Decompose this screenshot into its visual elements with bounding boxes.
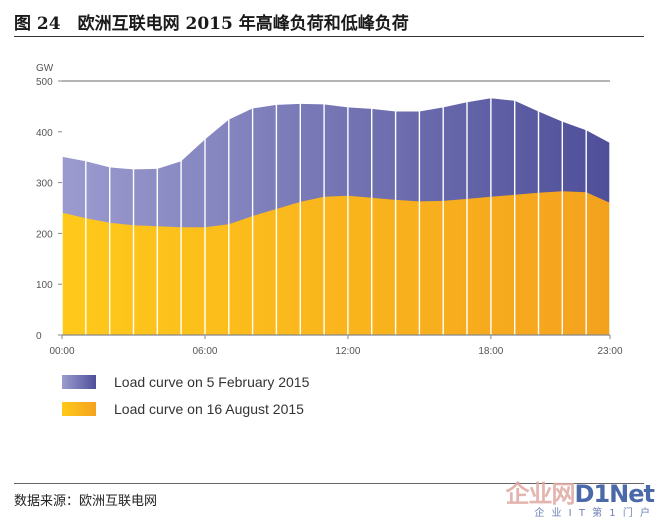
y-tick-label: 300 <box>36 179 53 190</box>
figure-title: 图 24 欧洲互联电网 2015 年高峰负荷和低峰负荷 <box>14 14 409 34</box>
watermark-logo-text: 企业网D1Net <box>505 474 655 509</box>
source-rule <box>14 483 644 484</box>
series-area-summer <box>62 191 610 335</box>
x-tick-label: 23:00 <box>597 346 622 357</box>
x-tick-label: 12:00 <box>335 346 360 357</box>
legend-swatch-summer <box>62 402 96 416</box>
load-curve-chart: 0 100 200 300 400 500 GW 00:00 06:00 12:00 18:00 23… <box>36 63 623 357</box>
watermark-logo-en: D1Net <box>574 480 655 508</box>
y-axis-unit-label: GW <box>36 63 54 74</box>
x-tick-label: 18:00 <box>478 346 503 357</box>
watermark-logo: 企业网D1Net 企 业 I T 第 1 门 户 <box>482 474 658 519</box>
x-tick-label: 06:00 <box>192 346 217 357</box>
y-tick-label: 0 <box>36 331 42 342</box>
figure-source: 数据来源：欧洲互联电网 <box>14 494 158 509</box>
y-tick-label: 400 <box>36 128 53 139</box>
y-tick-label: 500 <box>36 77 53 88</box>
y-tick-label: 100 <box>36 280 53 291</box>
figure-header: 图 24 欧洲互联电网 2015 年高峰负荷和低峰负荷 <box>0 0 664 40</box>
watermark-logo-cn: 企业网 <box>505 480 576 508</box>
watermark-tagline: 企 业 I T 第 1 门 户 <box>534 508 652 519</box>
y-tick-label: 200 <box>36 229 53 240</box>
legend-label-winter: Load curve on 5 February 2015 <box>114 374 310 390</box>
x-tick-label: 00:00 <box>49 346 74 357</box>
legend-swatch-winter <box>62 375 96 389</box>
legend-label-summer: Load curve on 16 August 2015 <box>114 401 304 417</box>
title-rule <box>14 36 644 37</box>
